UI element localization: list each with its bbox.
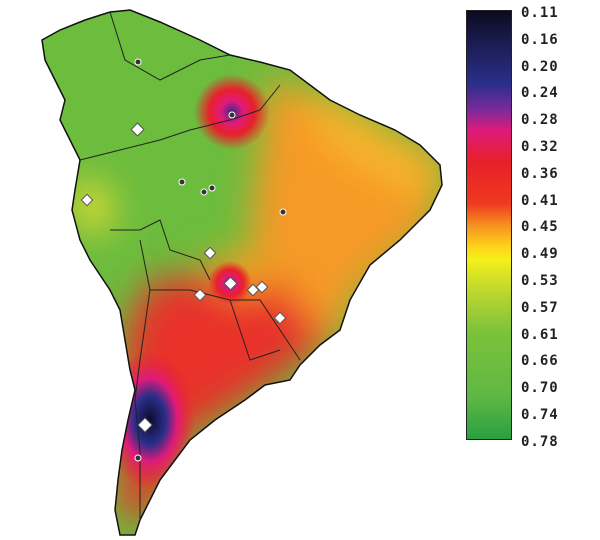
colorbar-tick-label: 0.61: [521, 326, 559, 343]
dot-marker: [134, 454, 142, 462]
dot-marker: [279, 208, 287, 216]
diamond-marker: [273, 311, 287, 325]
colorbar-tick-label: 0.66: [521, 353, 559, 370]
dot-marker: [228, 111, 236, 119]
colorbar-tick-label: 0.32: [521, 138, 559, 155]
colorbar-tick-label: 0.11: [521, 5, 559, 21]
colorbar-tick-label: 0.36: [521, 165, 559, 182]
diamond-marker: [193, 288, 207, 302]
dot-marker: [200, 188, 208, 196]
colorbar-tick-label: 0.41: [521, 192, 559, 209]
colorbar-tick-label: 0.53: [521, 272, 559, 289]
country-borders: [79, 11, 301, 520]
colorbar-tick-label: 0.20: [521, 58, 559, 75]
diamond-marker: [80, 193, 94, 207]
dot-marker: [178, 178, 186, 186]
colorbar-tick-label: 0.24: [521, 85, 559, 102]
south-america-map: [41, 9, 443, 536]
dot-marker: [134, 58, 142, 66]
colorbar: [466, 10, 512, 440]
colorbar-tick-label: 0.74: [521, 406, 559, 423]
diamond-marker: [223, 276, 238, 291]
colorbar-tick-label: 0.49: [521, 246, 559, 263]
colorbar-tick-label: 0.70: [521, 380, 559, 397]
colorbar-labels: 0.11 0.16 0.20 0.24 0.28 0.32 0.36 0.41 0.45 0.49…: [521, 5, 559, 461]
dot-marker: [208, 184, 216, 192]
colorbar-tick-label: 0.45: [521, 219, 559, 236]
diamond-marker: [137, 417, 153, 433]
diamond-marker: [203, 246, 217, 260]
colorbar-tick-label: 0.28: [521, 112, 559, 129]
colorbar-tick-label: 0.16: [521, 31, 559, 48]
diamond-marker: [130, 122, 145, 137]
diamond-marker: [255, 280, 269, 294]
colorbar-tick-label: 0.78: [521, 433, 559, 450]
station-markers: [80, 58, 287, 462]
colorbar-tick-label: 0.57: [521, 299, 559, 316]
heatmap-layer: [42, 10, 442, 535]
